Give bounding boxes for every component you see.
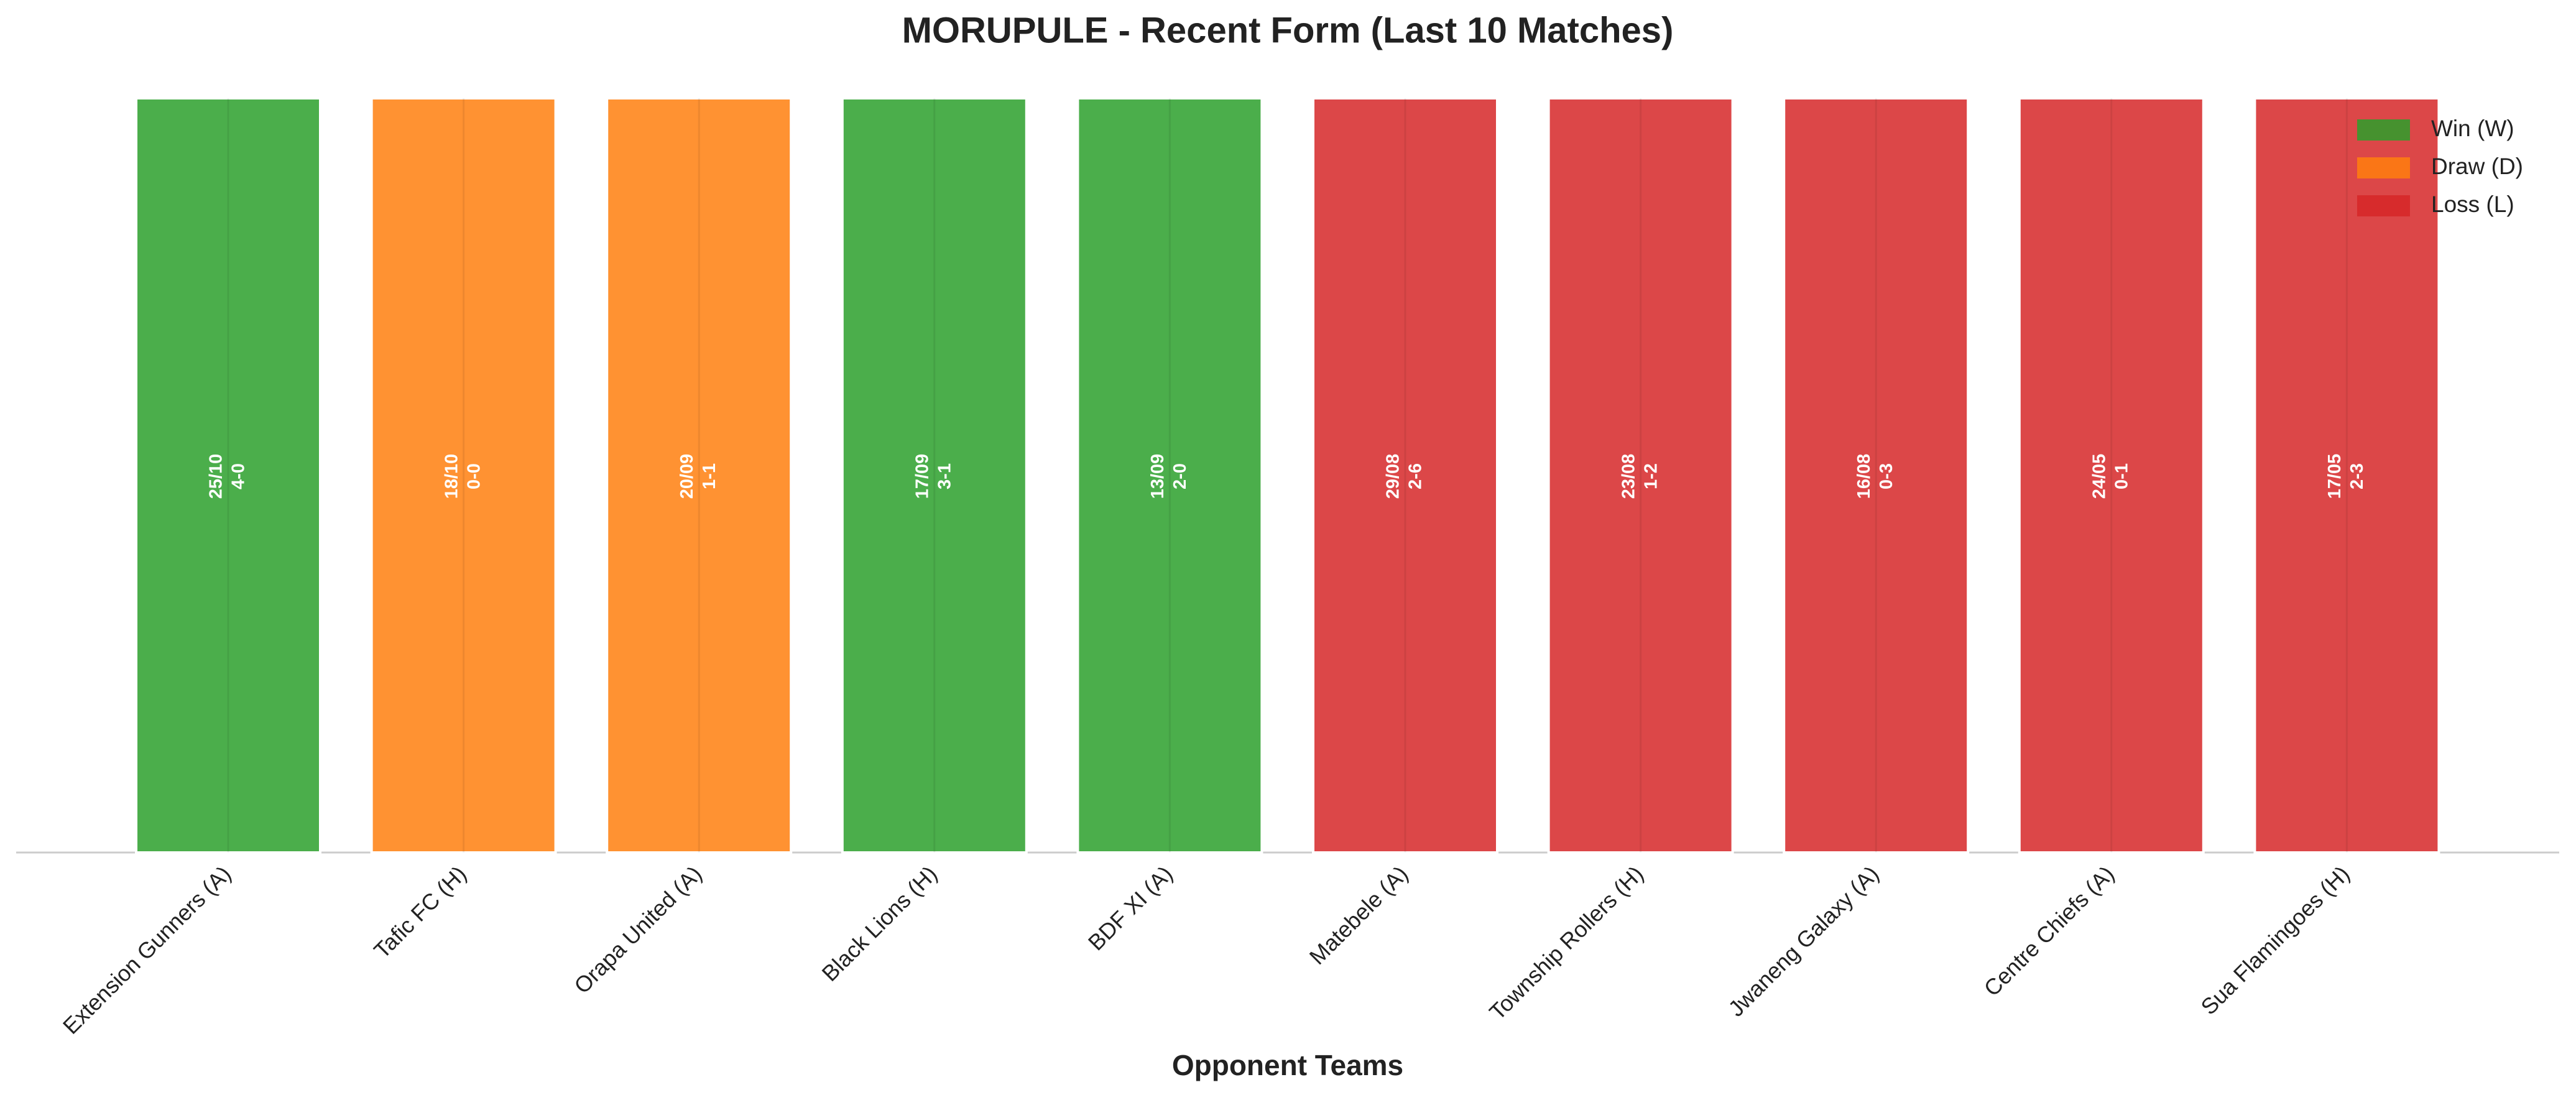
bar-score-label: 2-6: [1406, 463, 1426, 489]
bar: [1547, 97, 1734, 854]
x-tick-label: Centre Chiefs (A): [1979, 861, 2120, 1001]
bar-date-label: 18/10: [441, 454, 461, 499]
legend-label: Draw (D): [2431, 154, 2523, 179]
x-tick-label: Sua Flamingoes (H): [2195, 861, 2354, 1019]
bar-score-label: 0-3: [1877, 463, 1896, 489]
bar-date-label: 16/08: [1854, 454, 1874, 499]
x-tick-label: Black Lions (H): [817, 861, 943, 986]
bar-score-label: 2-0: [1170, 463, 1190, 489]
bar-date-label: 20/09: [677, 454, 697, 499]
bar-score-label: 1-1: [699, 463, 719, 489]
bar-date-label: 24/05: [2089, 454, 2109, 499]
legend-swatch: [2357, 119, 2410, 141]
bar-score-label: 4-0: [229, 463, 249, 489]
bar-date-label: 25/10: [206, 454, 226, 499]
bar-score-label: 0-1: [2112, 463, 2131, 489]
x-tick-label: Extension Gunners (A): [58, 861, 236, 1038]
bar-date-label: 17/09: [912, 454, 932, 499]
bar-score-label: 3-1: [935, 463, 954, 489]
x-tick-label: Township Rollers (H): [1484, 861, 1648, 1025]
bar: [606, 97, 793, 854]
bar-date-label: 13/09: [1148, 454, 1168, 499]
x-tick-label: Orapa United (A): [569, 861, 706, 998]
bar: [1312, 97, 1498, 854]
bar-date-label: 17/05: [2325, 454, 2345, 499]
x-axis-label: Opponent Teams: [1172, 1049, 1403, 1081]
bar-score-label: 1-2: [1641, 463, 1661, 489]
bar-date-label: 29/08: [1383, 454, 1403, 499]
bar: [841, 97, 1028, 854]
legend-label: Win (W): [2431, 116, 2514, 141]
bar: [135, 97, 321, 854]
bar: [2253, 97, 2440, 854]
x-tick-label: Jwaneng Galaxy (A): [1723, 861, 1883, 1021]
legend-swatch: [2357, 157, 2410, 178]
x-tick-label: BDF XI (A): [1083, 861, 1178, 955]
bar-score-label: 2-3: [2347, 463, 2367, 489]
bar-date-label: 23/08: [1618, 454, 1638, 499]
bar-score-label: 0-0: [464, 463, 484, 489]
bar: [370, 97, 557, 854]
legend-swatch: [2357, 195, 2410, 216]
chart-title: MORUPULE - Recent Form (Last 10 Matches): [902, 10, 1674, 50]
bar: [1783, 97, 1970, 854]
x-tick-label: Tafic FC (H): [369, 861, 471, 963]
legend-label: Loss (L): [2431, 192, 2514, 217]
bar: [1076, 97, 1263, 854]
bar: [2018, 97, 2205, 854]
x-tick-label: Matebele (A): [1304, 861, 1413, 969]
